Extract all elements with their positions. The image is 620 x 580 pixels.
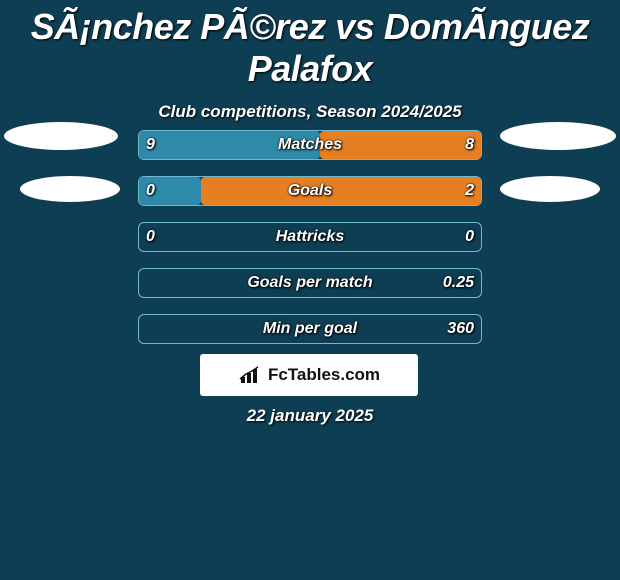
row-label: Min per goal	[139, 315, 481, 343]
chart-icon	[238, 365, 266, 385]
ellipse	[500, 122, 616, 150]
row-label: Hattricks	[139, 223, 481, 251]
ellipse	[4, 122, 118, 150]
bar: Hattricks	[138, 222, 482, 252]
brand-badge: FcTables.com	[200, 354, 418, 396]
comparison-rows: 9 Matches 8 0 Goals 2 0 Hattricks	[0, 122, 620, 352]
row-min-per-goal: Min per goal 360	[0, 306, 620, 352]
value-left: 0	[146, 222, 155, 252]
brand-text: FcTables.com	[268, 365, 380, 385]
comparison-infographic: SÃ¡nchez PÃ©rez vs DomÃ­nguez Palafox Cl…	[0, 0, 620, 580]
value-right: 0.25	[443, 268, 474, 298]
row-label: Goals per match	[139, 269, 481, 297]
bar: Goals per match	[138, 268, 482, 298]
row-label: Matches	[139, 131, 481, 159]
bar: Goals	[138, 176, 482, 206]
row-hattricks: 0 Hattricks 0	[0, 214, 620, 260]
ellipse	[20, 176, 120, 202]
row-goals-per-match: Goals per match 0.25	[0, 260, 620, 306]
ellipse	[500, 176, 600, 202]
value-right: 360	[447, 314, 474, 344]
value-right: 2	[465, 176, 474, 206]
value-right: 0	[465, 222, 474, 252]
value-left: 9	[146, 130, 155, 160]
page-title: SÃ¡nchez PÃ©rez vs DomÃ­nguez Palafox	[0, 0, 620, 90]
row-label: Goals	[139, 177, 481, 205]
bar: Min per goal	[138, 314, 482, 344]
bar: Matches	[138, 130, 482, 160]
value-right: 8	[465, 130, 474, 160]
subtitle: Club competitions, Season 2024/2025	[0, 102, 620, 122]
value-left: 0	[146, 176, 155, 206]
date-text: 22 january 2025	[0, 406, 620, 426]
